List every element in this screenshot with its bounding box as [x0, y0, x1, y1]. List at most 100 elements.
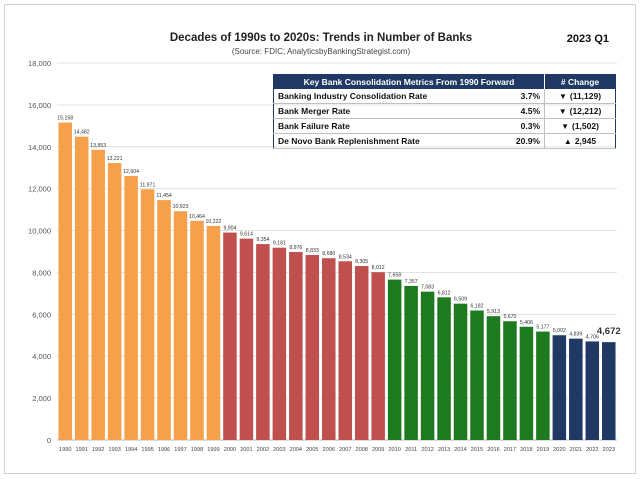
metrics-row: Banking Industry Consolidation Rate 3.7%…	[273, 89, 616, 104]
bar	[173, 211, 188, 440]
data-label: 12,604	[123, 169, 139, 175]
x-tick-label: 1997	[174, 447, 186, 453]
bar	[387, 279, 402, 440]
data-label: 5,406	[520, 320, 533, 326]
x-tick-label: 2010	[388, 447, 400, 453]
metric-rate: 3.7%	[498, 89, 545, 104]
bar	[74, 136, 89, 440]
metric-label: Banking Industry Consolidation Rate	[273, 89, 499, 104]
data-label: 13,853	[90, 143, 106, 149]
data-label: 14,482	[74, 130, 90, 136]
metric-change-cell: ▼ (11,129)	[544, 89, 616, 104]
data-label: 9,181	[273, 241, 286, 247]
data-label: 8,305	[355, 259, 368, 265]
period-label: 2023 Q1	[566, 33, 609, 45]
bar	[256, 244, 270, 440]
x-tick-label: 1998	[191, 447, 203, 453]
x-tick-label: 1992	[92, 447, 104, 453]
bar	[519, 326, 534, 440]
x-tick-label: 2006	[323, 447, 335, 453]
x-tick-label: 2000	[224, 447, 236, 453]
bar-chart: 0 2,000 4,000 6,000 8,000 10,000 12,000 14,000 1…	[28, 59, 621, 453]
metric-change: (1,502)	[571, 121, 599, 131]
x-tick-label: 1990	[59, 447, 71, 453]
bar	[569, 338, 583, 440]
data-label: 15,158	[57, 116, 73, 122]
down-arrow-icon: ▼	[558, 107, 567, 116]
bar	[272, 247, 287, 440]
metric-change-cell: ▼ (1,502)	[544, 118, 616, 134]
metrics-row: Bank Failure Rate 0.3% ▼ (1,502)	[273, 118, 616, 134]
metrics-row: De Novo Bank Replenishment Rate 20.9% ▲ 2…	[273, 133, 616, 149]
data-label: 5,913	[487, 309, 500, 315]
y-tick-label: 2,000	[32, 394, 51, 403]
bar	[371, 272, 385, 440]
data-label: 8,534	[339, 254, 352, 260]
bar	[453, 303, 468, 440]
bar	[602, 342, 616, 440]
y-tick-label: 18,000	[28, 59, 51, 68]
x-tick-label: 2021	[570, 447, 582, 453]
x-tick-label: 1995	[141, 447, 153, 453]
x-tick-label: 2008	[355, 447, 367, 453]
bar	[140, 189, 155, 440]
bar	[190, 220, 204, 440]
data-label: 5,670	[503, 314, 516, 320]
bar	[305, 254, 320, 440]
bar	[486, 316, 501, 440]
x-tick-label: 1996	[158, 447, 170, 453]
bar	[536, 331, 550, 440]
bar	[289, 252, 303, 440]
chart-frame: Decades of 1990s to 2020s: Trends in Num…	[4, 4, 636, 474]
y-tick-label: 14,000	[28, 143, 51, 152]
x-tick-label: 2013	[438, 447, 450, 453]
x-tick-label: 2022	[586, 447, 598, 453]
metrics-row: Bank Merger Rate 4.5% ▼ (12,212)	[273, 103, 616, 119]
data-label: 6,509	[454, 297, 467, 303]
metrics-header-label: Key Bank Consolidation Metrics From 1990…	[273, 74, 545, 89]
metric-change: 2,945	[574, 136, 597, 146]
data-label: 6,182	[471, 304, 484, 310]
bar	[420, 291, 435, 440]
bar	[206, 225, 221, 440]
x-tick-label: 2019	[537, 447, 549, 453]
data-label: 8,012	[372, 265, 385, 271]
x-tick-label: 2005	[306, 447, 318, 453]
x-tick-label: 2007	[339, 447, 351, 453]
metric-rate: 20.9%	[498, 133, 545, 149]
bar	[552, 335, 567, 440]
metric-change-cell: ▲ 2,945	[544, 133, 616, 149]
x-tick-label: 2011	[405, 447, 417, 453]
bar	[354, 266, 369, 440]
bar	[223, 232, 237, 440]
metrics-header-row: Key Bank Consolidation Metrics From 1990…	[273, 74, 616, 89]
bar	[503, 321, 517, 440]
x-tick-label: 2004	[290, 447, 302, 453]
data-label: 4,706	[586, 334, 599, 340]
data-label: 10,464	[189, 214, 205, 220]
data-label: 11,971	[140, 182, 156, 188]
metric-label: De Novo Bank Replenishment Rate	[273, 133, 499, 149]
x-tick-label: 1991	[75, 447, 87, 453]
bar	[58, 122, 72, 440]
data-label: 11,454	[156, 193, 172, 199]
metric-label: Bank Failure Rate	[273, 118, 499, 134]
chart-title: Decades of 1990s to 2020s: Trends in Num…	[169, 32, 473, 44]
y-tick-label: 10,000	[28, 227, 51, 236]
bar	[157, 200, 171, 440]
bar	[404, 285, 418, 440]
down-arrow-icon: ▼	[558, 92, 567, 101]
metric-rate: 4.5%	[498, 103, 545, 119]
x-tick-label: 2012	[421, 447, 433, 453]
y-tick-label: 16,000	[28, 101, 51, 110]
data-label: 9,354	[256, 237, 269, 243]
y-tick-label: 0	[47, 436, 51, 445]
bar	[91, 149, 105, 440]
data-label: 7,083	[421, 285, 434, 291]
data-label: 9,614	[240, 232, 253, 238]
bar	[437, 297, 451, 440]
data-label: 4,839	[569, 332, 582, 338]
x-tick-label: 2015	[471, 447, 483, 453]
y-tick-label: 6,000	[32, 310, 51, 319]
data-label: 6,812	[438, 290, 451, 296]
